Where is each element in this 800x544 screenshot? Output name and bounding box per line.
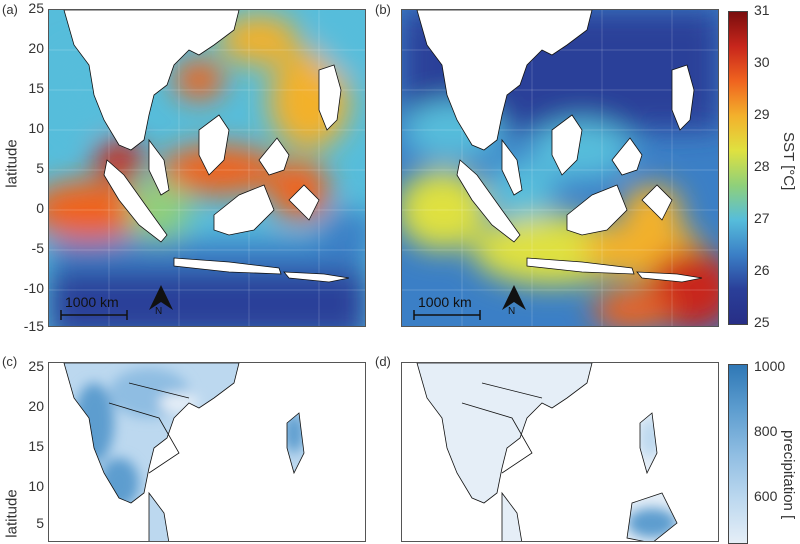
map-panel-d <box>401 362 719 542</box>
north-a-label: N <box>155 306 163 317</box>
cb-tick: 28 <box>754 158 770 174</box>
panel-c-label: (c) <box>2 354 18 369</box>
cb-tick: 27 <box>754 210 770 226</box>
y-tick: 20 <box>28 40 44 56</box>
y-tick: 15 <box>28 438 44 454</box>
cb-tick: 30 <box>754 54 770 70</box>
north-arrow-icon <box>502 285 526 310</box>
precip-colorbar-label: precipitation [ <box>780 430 797 520</box>
sst-colorbar-label: SST [°C] <box>780 132 797 191</box>
y-tick: 5 <box>36 515 44 531</box>
map-panel-b <box>401 9 719 327</box>
cb-tick: 25 <box>754 314 770 330</box>
panel-d-label: (d) <box>375 354 391 369</box>
y-tick: 10 <box>28 120 44 136</box>
y-tick: 0 <box>36 200 44 216</box>
scale-bar-b-label: 1000 km <box>418 294 472 310</box>
scale-bar-b <box>413 310 481 320</box>
north-b-label: N <box>508 306 516 317</box>
y-tick: 15 <box>28 80 44 96</box>
cb-tick: 600 <box>754 488 778 504</box>
north-arrow-icon <box>149 285 173 310</box>
cb-tick: 29 <box>754 106 770 122</box>
y-tick: 25 <box>28 0 44 16</box>
cb-tick: 1000 <box>754 358 786 374</box>
scale-bar-a-label: 1000 km <box>65 294 119 310</box>
y-tick: 10 <box>28 478 44 494</box>
y-tick: 20 <box>28 398 44 414</box>
panel-b-label: (b) <box>375 2 391 17</box>
scale-bar-a <box>60 310 128 320</box>
y-tick: -10 <box>23 280 44 296</box>
map-panel-c <box>48 362 366 542</box>
y-tick: 25 <box>28 358 44 374</box>
y-tick: -5 <box>31 240 44 256</box>
cb-tick: 800 <box>754 423 778 439</box>
y-tick: 5 <box>36 160 44 176</box>
cb-tick: 26 <box>754 262 770 278</box>
y-tick: -15 <box>23 318 44 334</box>
panel-a-label: (a) <box>2 2 18 17</box>
cb-tick: 31 <box>754 2 770 18</box>
precip-colorbar <box>728 364 748 544</box>
sst-colorbar <box>728 11 748 325</box>
map-panel-a <box>48 9 366 327</box>
